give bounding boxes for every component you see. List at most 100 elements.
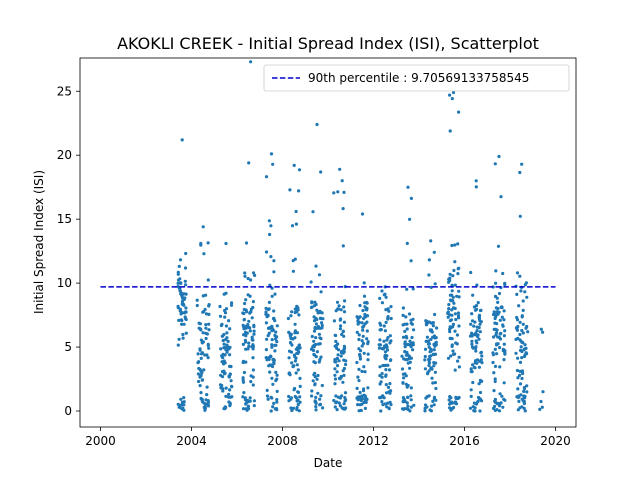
- data-point: [314, 405, 318, 409]
- data-point: [478, 397, 482, 401]
- data-point: [522, 406, 526, 410]
- data-point: [446, 315, 450, 319]
- data-point: [539, 399, 543, 404]
- data-point: [199, 374, 203, 378]
- data-point: [264, 321, 268, 325]
- data-point: [501, 271, 505, 276]
- data-point: [267, 300, 271, 304]
- data-point: [406, 342, 410, 347]
- data-point: [447, 398, 451, 402]
- data-point: [340, 394, 344, 398]
- data-point: [297, 409, 301, 413]
- data-point: [380, 301, 384, 305]
- data-point: [448, 336, 452, 340]
- data-point: [362, 365, 366, 369]
- data-point: [265, 394, 270, 398]
- data-point: [246, 404, 250, 408]
- data-point: [205, 393, 209, 397]
- data-point: [539, 327, 543, 331]
- data-point: [493, 377, 497, 381]
- data-point: [360, 369, 364, 373]
- data-point: [298, 376, 302, 380]
- data-point: [492, 371, 496, 375]
- data-point: [315, 350, 319, 354]
- data-point: [220, 370, 225, 374]
- data-point: [316, 391, 320, 395]
- data-point: [406, 361, 410, 365]
- data-point: [525, 295, 529, 299]
- data-point: [179, 281, 183, 285]
- data-point: [224, 386, 228, 390]
- data-point: [230, 385, 234, 389]
- data-point: [405, 322, 409, 326]
- data-point: [205, 385, 209, 389]
- data-point: [501, 405, 505, 409]
- data-point: [453, 352, 457, 356]
- data-point: [202, 368, 206, 372]
- data-point: [320, 323, 324, 327]
- data-point: [298, 395, 302, 399]
- data-point: [432, 403, 436, 407]
- data-point: [468, 406, 473, 410]
- data-point: [252, 323, 256, 327]
- data-point: [494, 281, 498, 285]
- data-point: [184, 292, 188, 296]
- data-point: [334, 401, 338, 405]
- data-point: [242, 327, 246, 331]
- data-point: [176, 284, 180, 289]
- data-point: [266, 397, 270, 401]
- data-point: [355, 360, 359, 365]
- data-point: [478, 330, 482, 334]
- data-point: [470, 342, 474, 346]
- data-point: [296, 351, 300, 356]
- data-point: [318, 358, 322, 362]
- data-point: [333, 333, 337, 337]
- data-point: [184, 310, 188, 314]
- data-point: [290, 408, 294, 413]
- data-point: [523, 290, 527, 294]
- data-point: [295, 304, 299, 308]
- data-point: [204, 312, 209, 316]
- data-point: [222, 332, 226, 337]
- data-point: [423, 403, 428, 407]
- data-point: [428, 354, 432, 359]
- data-point: [523, 409, 527, 413]
- data-point: [435, 326, 439, 330]
- data-point: [204, 398, 208, 402]
- data-point: [518, 170, 522, 175]
- data-point: [273, 292, 277, 296]
- data-point: [311, 210, 315, 214]
- data-point: [319, 290, 323, 294]
- legend: 90th percentile : 9.70569133758545: [263, 64, 570, 92]
- data-point: [492, 327, 496, 331]
- data-point: [388, 400, 392, 404]
- data-point: [222, 362, 226, 366]
- data-point: [249, 374, 253, 378]
- data-point: [403, 329, 407, 333]
- data-point: [423, 354, 427, 359]
- data-point: [518, 332, 522, 337]
- data-point: [287, 399, 291, 403]
- data-point: [425, 319, 429, 324]
- data-point: [342, 366, 346, 371]
- data-point: [275, 324, 279, 328]
- data-point: [521, 322, 525, 326]
- data-point: [342, 305, 346, 309]
- data-point: [266, 307, 270, 312]
- data-point: [525, 390, 529, 394]
- data-point: [335, 364, 340, 368]
- data-point: [315, 326, 319, 330]
- data-point: [314, 355, 318, 359]
- data-point: [333, 377, 338, 381]
- data-point: [405, 327, 409, 331]
- data-point: [446, 310, 450, 314]
- data-point: [244, 324, 248, 328]
- data-point: [343, 299, 347, 303]
- data-point: [401, 335, 406, 339]
- data-point: [380, 347, 384, 351]
- data-point: [286, 316, 290, 321]
- data-point: [366, 342, 370, 346]
- data-point: [450, 289, 454, 293]
- data-point: [409, 345, 413, 349]
- data-point: [269, 354, 273, 358]
